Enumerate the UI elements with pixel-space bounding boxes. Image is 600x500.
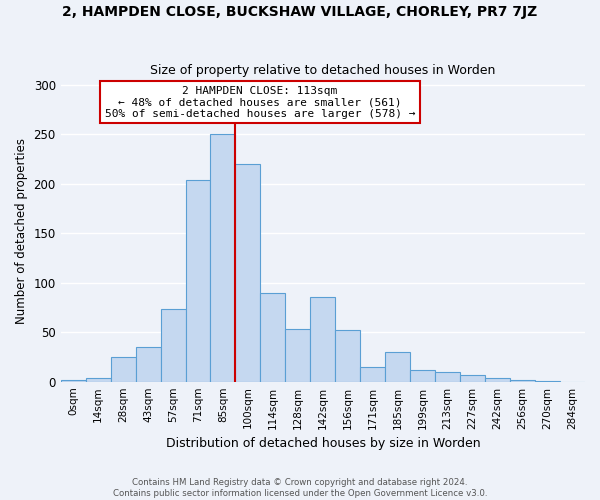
Bar xyxy=(410,370,435,382)
Text: Contains HM Land Registry data © Crown copyright and database right 2024.
Contai: Contains HM Land Registry data © Crown c… xyxy=(113,478,487,498)
Bar xyxy=(260,292,286,382)
Bar xyxy=(136,347,161,382)
Bar xyxy=(310,298,335,382)
Bar xyxy=(385,352,410,382)
Bar xyxy=(510,380,535,382)
Title: Size of property relative to detached houses in Worden: Size of property relative to detached ho… xyxy=(150,64,496,77)
Bar xyxy=(161,310,185,382)
X-axis label: Distribution of detached houses by size in Worden: Distribution of detached houses by size … xyxy=(166,437,480,450)
Bar xyxy=(211,134,235,382)
Text: 2 HAMPDEN CLOSE: 113sqm
← 48% of detached houses are smaller (561)
50% of semi-d: 2 HAMPDEN CLOSE: 113sqm ← 48% of detache… xyxy=(104,86,415,119)
Bar xyxy=(435,372,460,382)
Bar xyxy=(360,367,385,382)
Bar xyxy=(235,164,260,382)
Y-axis label: Number of detached properties: Number of detached properties xyxy=(15,138,28,324)
Bar xyxy=(185,180,211,382)
Bar xyxy=(335,330,360,382)
Bar xyxy=(110,357,136,382)
Bar xyxy=(460,374,485,382)
Bar xyxy=(485,378,510,382)
Bar xyxy=(286,329,310,382)
Bar xyxy=(535,380,560,382)
Bar xyxy=(61,380,86,382)
Text: 2, HAMPDEN CLOSE, BUCKSHAW VILLAGE, CHORLEY, PR7 7JZ: 2, HAMPDEN CLOSE, BUCKSHAW VILLAGE, CHOR… xyxy=(62,5,538,19)
Bar xyxy=(86,378,110,382)
